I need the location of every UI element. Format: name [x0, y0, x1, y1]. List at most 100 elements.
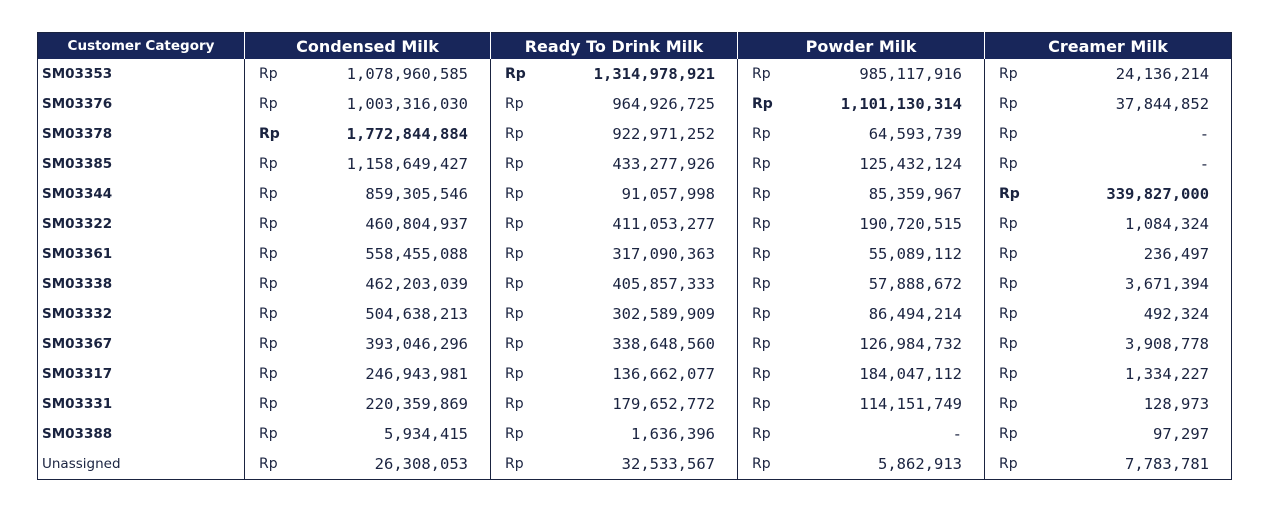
- table-row: SM03322 Rp 460,804,937 Rp 411,053,277 Rp 190,7…: [38, 209, 1232, 239]
- currency-symbol: Rp: [984, 299, 1031, 329]
- currency-symbol: Rp: [737, 359, 784, 389]
- table-row: SM03367 Rp 393,046,296 Rp 338,648,560 Rp 126,9…: [38, 329, 1232, 359]
- amount-cell: 32,533,567: [536, 449, 738, 480]
- amount-cell: 985,117,916: [859, 65, 963, 83]
- customer-category-cell: SM03332: [42, 306, 113, 322]
- customer-category-cell: SM03322: [42, 216, 113, 232]
- customer-category-cell: Unassigned: [37, 449, 245, 480]
- currency-symbol: Rp: [490, 299, 537, 329]
- currency-symbol: Rp: [737, 179, 784, 209]
- amount-cell: 128,973: [1143, 395, 1210, 413]
- currency-symbol: Rp: [737, 239, 784, 269]
- currency-symbol: Rp: [737, 449, 784, 480]
- amount-cell: 220,359,869: [365, 395, 468, 413]
- currency-symbol: Rp: [737, 299, 784, 329]
- header-customer-category: Customer Category: [37, 32, 245, 59]
- amount-cell: 338,648,560: [612, 335, 715, 353]
- currency-symbol: Rp: [244, 449, 291, 480]
- currency-symbol: Rp: [737, 119, 784, 149]
- amount-cell: 3,908,778: [1125, 335, 1210, 353]
- amount-cell: 7,783,781: [1030, 449, 1232, 480]
- amount-cell: 26,308,053: [290, 449, 491, 480]
- currency-symbol: Rp: [737, 149, 784, 179]
- amount-cell: 24,136,214: [1115, 65, 1210, 83]
- currency-symbol: Rp: [244, 119, 291, 149]
- currency-symbol: Rp: [737, 269, 784, 299]
- currency-symbol: Rp: [737, 419, 784, 449]
- table-row: SM03388 Rp 5,934,415 Rp 1,636,396 Rp - Rp 97,297: [38, 419, 1232, 449]
- customer-category-cell: SM03367: [42, 336, 113, 352]
- currency-symbol: Rp: [490, 419, 537, 449]
- currency-symbol: Rp: [984, 209, 1031, 239]
- amount-cell: 136,662,077: [612, 365, 715, 383]
- amount-cell: 339,827,000: [1106, 185, 1210, 203]
- amount-cell: 1,101,130,314: [840, 95, 963, 113]
- amount-cell: 91,057,998: [621, 185, 715, 203]
- currency-symbol: Rp: [490, 359, 537, 389]
- amount-cell: 411,053,277: [612, 215, 715, 233]
- currency-symbol: Rp: [984, 329, 1031, 359]
- amount-cell: -: [1199, 125, 1210, 143]
- table-row: SM03378 Rp 1,772,844,884 Rp 922,971,252 Rp 64,…: [38, 119, 1232, 149]
- table-row: SM03385 Rp 1,158,649,427 Rp 433,277,926 Rp 125…: [38, 149, 1232, 179]
- customer-category-cell: SM03317: [42, 366, 113, 382]
- currency-symbol: Rp: [984, 269, 1031, 299]
- currency-symbol: Rp: [244, 59, 291, 89]
- amount-cell: 3,671,394: [1125, 275, 1210, 293]
- amount-cell: 1,003,316,030: [346, 95, 468, 113]
- table-row: SM03376 Rp 1,003,316,030 Rp 964,926,725 Rp 1,1…: [38, 89, 1232, 119]
- table-row: SM03338 Rp 462,203,039 Rp 405,857,333 Rp 57,88…: [38, 269, 1232, 299]
- amount-cell: 126,984,732: [859, 335, 963, 353]
- currency-symbol: Rp: [737, 59, 784, 89]
- currency-symbol: Rp: [244, 89, 291, 119]
- currency-symbol: Rp: [984, 389, 1031, 419]
- amount-cell: 55,089,112: [868, 245, 963, 263]
- currency-symbol: Rp: [490, 269, 537, 299]
- table-row: Unassigned Rp 26,308,053 Rp 32,533,567 Rp 5,86…: [37, 449, 1232, 480]
- amount-cell: 97,297: [1153, 425, 1210, 443]
- currency-symbol: Rp: [984, 179, 1031, 209]
- currency-symbol: Rp: [490, 209, 537, 239]
- currency-symbol: Rp: [737, 389, 784, 419]
- currency-symbol: Rp: [984, 89, 1031, 119]
- currency-symbol: Rp: [737, 209, 784, 239]
- currency-symbol: Rp: [490, 449, 537, 480]
- amount-cell: 1,334,227: [1125, 365, 1210, 383]
- currency-symbol: Rp: [984, 359, 1031, 389]
- amount-cell: 57,888,672: [868, 275, 963, 293]
- currency-symbol: Rp: [490, 389, 537, 419]
- amount-cell: 64,593,739: [868, 125, 963, 143]
- amount-cell: 1,078,960,585: [346, 65, 468, 83]
- amount-cell: 504,638,213: [365, 305, 468, 323]
- customer-category-cell: SM03353: [42, 66, 113, 82]
- table-header-row: Customer Category Condensed Milk Ready T…: [37, 32, 1232, 59]
- customer-category-cell: SM03385: [42, 156, 113, 172]
- table-row: SM03317 Rp 246,943,981 Rp 136,662,077 Rp 184,0…: [38, 359, 1232, 389]
- amount-cell: 5,862,913: [783, 449, 985, 480]
- customer-category-cell: SM03378: [42, 126, 113, 142]
- customer-category-cell: SM03331: [42, 396, 113, 412]
- currency-symbol: Rp: [984, 59, 1031, 89]
- currency-symbol: Rp: [984, 419, 1031, 449]
- amount-cell: 1,314,978,921: [593, 65, 715, 83]
- amount-cell: 558,455,088: [365, 245, 468, 263]
- header-ready-to-drink-milk: Ready To Drink Milk: [490, 32, 738, 59]
- amount-cell: 859,305,546: [365, 185, 468, 203]
- header-creamer-milk: Creamer Milk: [984, 32, 1232, 59]
- amount-cell: 125,432,124: [859, 155, 963, 173]
- amount-cell: 922,971,252: [612, 125, 715, 143]
- table-row: SM03353 Rp 1,078,960,585 Rp 1,314,978,921 Rp 9…: [38, 59, 1232, 89]
- amount-cell: 86,494,214: [868, 305, 963, 323]
- table-body: SM03353 Rp 1,078,960,585 Rp 1,314,978,921 Rp 9…: [37, 59, 1232, 480]
- currency-symbol: Rp: [984, 449, 1031, 480]
- amount-cell: 964,926,725: [612, 95, 715, 113]
- customer-category-cell: SM03388: [42, 426, 113, 442]
- customer-category-cell: SM03338: [42, 276, 113, 292]
- table-row: SM03332 Rp 504,638,213 Rp 302,589,909 Rp 86,49…: [38, 299, 1232, 329]
- amount-cell: -: [952, 425, 963, 443]
- currency-symbol: Rp: [490, 89, 537, 119]
- currency-symbol: Rp: [490, 149, 537, 179]
- amount-cell: 184,047,112: [859, 365, 963, 383]
- currency-symbol: Rp: [737, 329, 784, 359]
- amount-cell: 317,090,363: [612, 245, 715, 263]
